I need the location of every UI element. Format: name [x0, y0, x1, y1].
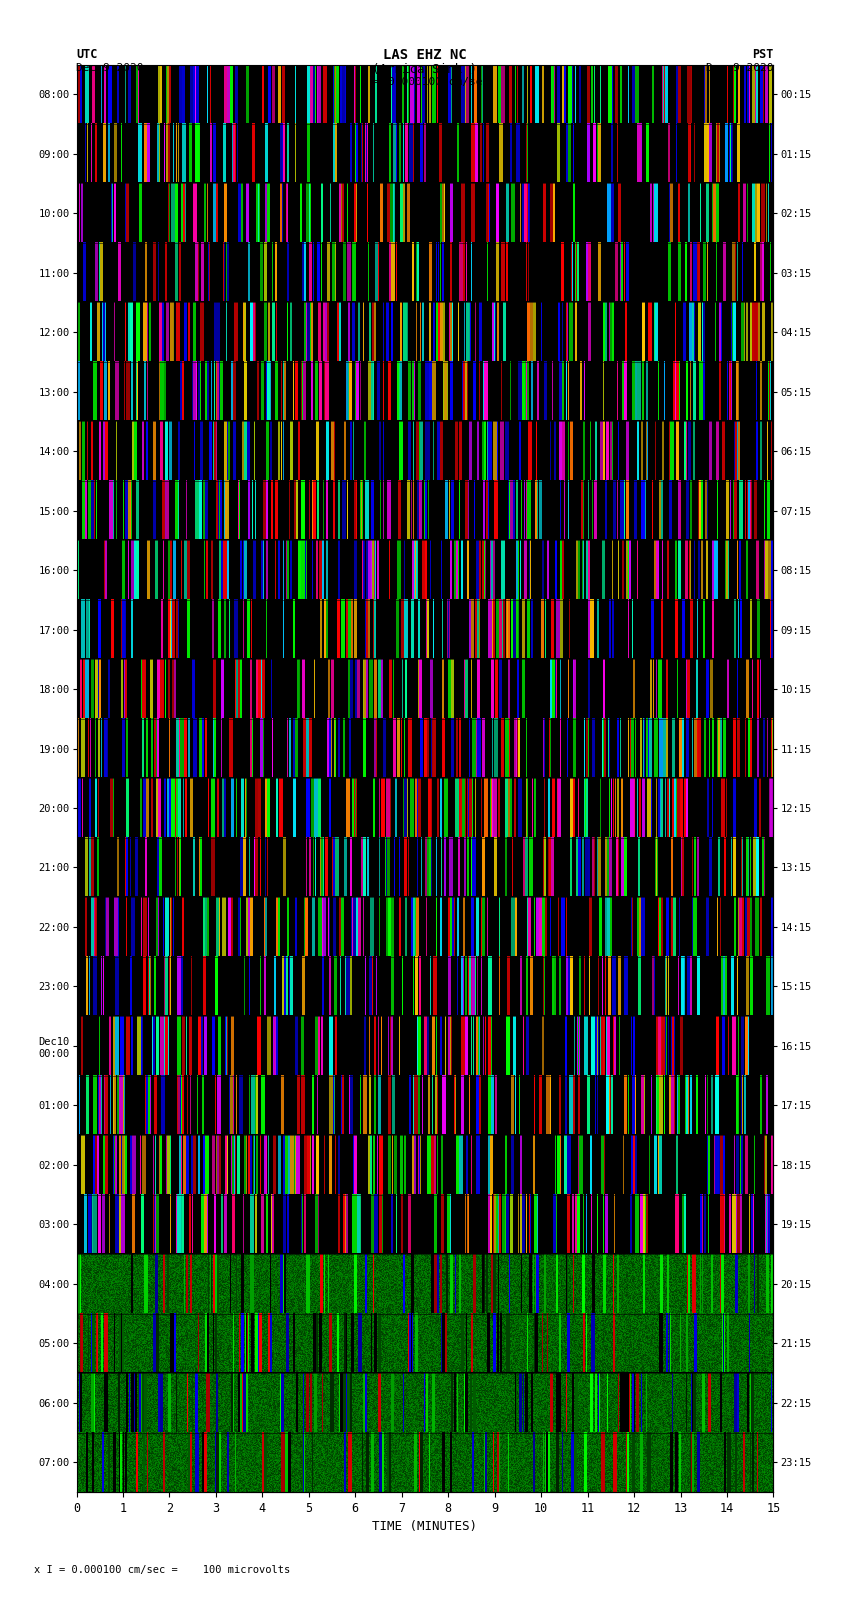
Text: Dec 9,2020: Dec 9,2020: [76, 63, 144, 73]
Text: PST: PST: [752, 48, 774, 61]
Text: (Arnica Sink ): (Arnica Sink ): [372, 63, 478, 76]
Text: UTC: UTC: [76, 48, 98, 61]
Text: I = 0.000100 cm/sec: I = 0.000100 cm/sec: [361, 77, 489, 87]
Text: Dec 9,2020: Dec 9,2020: [706, 63, 774, 73]
Text: x I = 0.000100 cm/sec =    100 microvolts: x I = 0.000100 cm/sec = 100 microvolts: [34, 1565, 290, 1574]
X-axis label: TIME (MINUTES): TIME (MINUTES): [372, 1521, 478, 1534]
Text: LAS EHZ NC: LAS EHZ NC: [383, 48, 467, 63]
